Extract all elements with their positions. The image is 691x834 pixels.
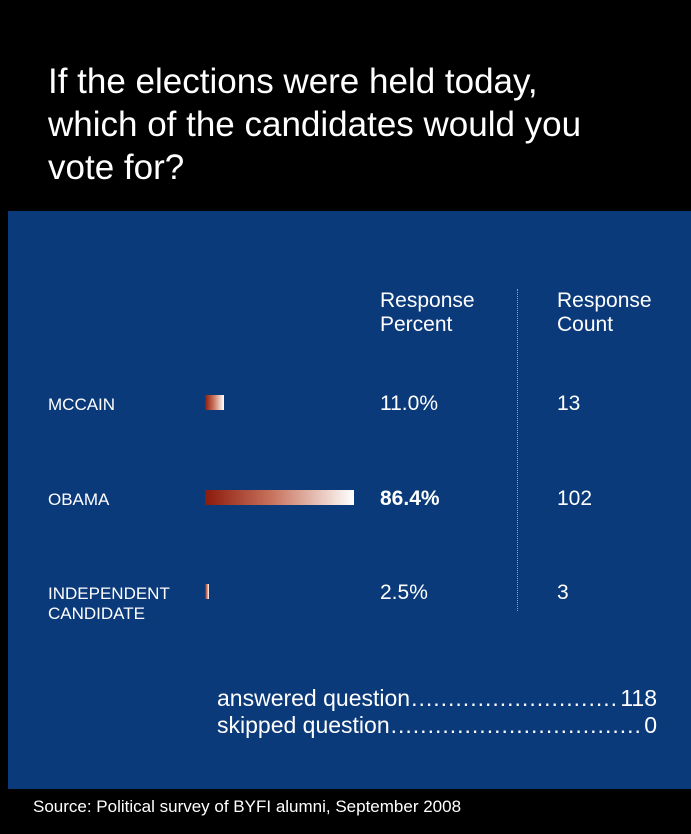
column-divider [517, 289, 518, 611]
skipped-leader-dots [391, 712, 644, 738]
category-label-line: MCCAIN [48, 395, 116, 414]
percent-header-line2: Percent [380, 313, 453, 336]
percent-header-line1: Response [380, 289, 475, 312]
answered-leader-dots [411, 685, 619, 711]
bar [205, 584, 210, 599]
count-label: 13 [557, 392, 581, 415]
count-header-line2: Count [557, 313, 614, 336]
count-column-header: Response Count [557, 289, 691, 337]
skipped-value: 0 [644, 712, 657, 738]
bar [205, 395, 224, 410]
chart-title: If the elections were held today, which … [48, 62, 582, 187]
category-label-line: OBAMA [48, 490, 110, 509]
category-label: INDEPENDENT CANDIDATE [48, 584, 208, 624]
percent-label: 2.5% [380, 581, 428, 604]
answered-value: 118 [620, 685, 657, 711]
skipped-label: skipped question [217, 712, 390, 738]
skipped-question-line: skipped question 0 [217, 712, 657, 738]
answered-label: answered question [217, 685, 411, 711]
percent-label: 86.4% [380, 487, 440, 510]
category-label: OBAMA [48, 490, 208, 510]
count-header-line1: Response [557, 289, 652, 312]
count-label: 102 [557, 487, 593, 510]
percent-column-header: Response Percent [380, 289, 520, 337]
source-note: Source: Political survey of BYFI alumni,… [33, 797, 462, 816]
count-label: 3 [557, 581, 569, 604]
answered-question-line: answered question 118 [217, 685, 657, 711]
bar [205, 490, 354, 505]
percent-label: 11.0% [380, 392, 438, 415]
category-label-line: CANDIDATE [48, 604, 145, 623]
category-label: MCCAIN [48, 395, 208, 415]
category-label-line: INDEPENDENT [48, 584, 170, 603]
